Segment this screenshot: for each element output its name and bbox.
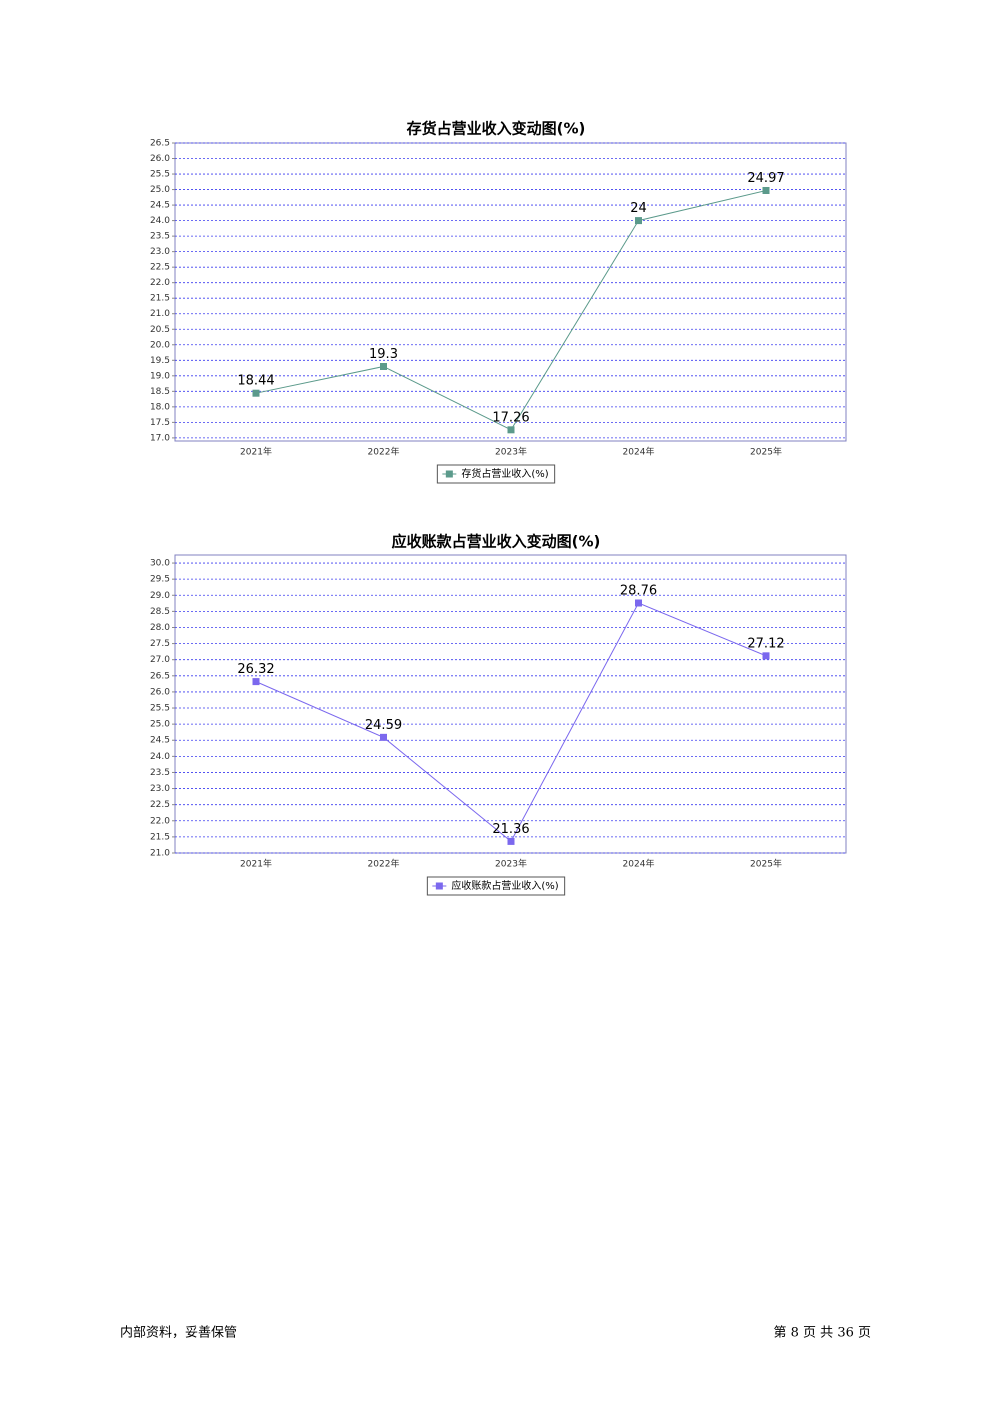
data-point: [762, 652, 770, 660]
y-tick-label: 28.0: [150, 623, 170, 633]
legend-label: 应收账款占营业收入(%): [451, 879, 558, 892]
y-tick-label: 21.0: [150, 849, 170, 859]
y-tick-label: 17.0: [150, 433, 170, 443]
y-tick-label: 29.5: [150, 575, 170, 585]
y-tick-label: 19.5: [150, 356, 170, 366]
y-tick-label: 22.5: [150, 263, 170, 273]
data-label: 17.26: [492, 410, 529, 425]
data-label: 19.3: [369, 347, 398, 362]
y-tick-label: 26.5: [150, 671, 170, 681]
data-label: 24: [630, 201, 647, 216]
footer-left: 内部资料，妥善保管: [120, 1325, 237, 1341]
data-point: [380, 363, 387, 370]
y-tick-label: 21.0: [150, 309, 170, 319]
data-point: [762, 186, 770, 194]
y-tick-label: 22.5: [150, 800, 170, 810]
y-tick-label: 25.5: [150, 704, 170, 714]
y-tick-label: 24.0: [150, 216, 170, 226]
x-tick-label: 2023年: [495, 446, 527, 458]
data-label: 27.12: [747, 636, 784, 651]
x-tick-label: 2025年: [750, 858, 782, 870]
data-label: 26.32: [237, 662, 274, 677]
legend-marker: [445, 470, 453, 478]
plot-area: [174, 142, 847, 442]
data-point: [252, 678, 260, 686]
legend-box: [436, 464, 556, 484]
legend-box: [426, 876, 566, 896]
y-tick-label: 30.0: [150, 559, 170, 569]
data-point: [252, 389, 260, 397]
y-tick-label: 26.5: [150, 139, 170, 149]
data-label: 21.36: [492, 822, 529, 837]
y-tick-label: 18.0: [150, 402, 170, 412]
x-tick-label: 2021年: [240, 858, 272, 870]
y-tick-label: 21.5: [150, 832, 170, 842]
y-tick-label: 24.5: [150, 201, 170, 211]
y-tick-label: 19.0: [150, 371, 170, 381]
y-tick-label: 18.5: [150, 387, 170, 397]
x-tick-label: 2021年: [240, 446, 272, 458]
y-tick-label: 22.0: [150, 278, 170, 288]
x-tick-label: 2024年: [623, 446, 655, 458]
y-tick-label: 28.5: [150, 607, 170, 617]
y-tick-label: 25.5: [150, 170, 170, 180]
chart-title: 存货占营业收入变动图(%): [407, 120, 586, 138]
y-tick-label: 23.0: [150, 784, 170, 794]
y-tick-label: 23.5: [150, 232, 170, 242]
data-point: [380, 733, 387, 741]
data-point: [507, 426, 515, 434]
x-tick-label: 2023年: [495, 858, 527, 870]
y-tick-label: 17.5: [150, 418, 170, 428]
data-point: [635, 599, 642, 607]
x-tick-label: 2024年: [623, 858, 655, 870]
y-tick-label: 20.5: [150, 325, 170, 335]
legend-label: 存货占营业收入(%): [461, 467, 548, 480]
data-label: 24.59: [365, 718, 402, 733]
data-point: [507, 837, 515, 845]
chart-title: 应收账款占营业收入变动图(%): [392, 533, 601, 551]
data-label: 24.97: [747, 171, 784, 186]
y-tick-label: 26.0: [150, 687, 170, 697]
x-tick-label: 2022年: [368, 446, 400, 458]
y-tick-label: 23.5: [150, 768, 170, 778]
y-tick-label: 27.5: [150, 639, 170, 649]
x-tick-label: 2025年: [750, 446, 782, 458]
data-label: 18.44: [237, 374, 274, 389]
y-tick-label: 24.5: [150, 736, 170, 746]
footer-right: 第 8 页 共 36 页: [774, 1326, 871, 1341]
y-tick-label: 24.0: [150, 752, 170, 762]
y-tick-label: 26.0: [150, 154, 170, 164]
y-tick-label: 21.5: [150, 294, 170, 304]
data-label: 28.76: [620, 584, 657, 599]
y-tick-label: 29.0: [150, 591, 170, 601]
y-tick-label: 25.0: [150, 720, 170, 730]
y-tick-label: 22.0: [150, 816, 170, 826]
x-tick-label: 2022年: [368, 858, 400, 870]
data-point: [635, 217, 642, 225]
legend-marker: [435, 882, 443, 890]
y-tick-label: 25.0: [150, 185, 170, 195]
y-tick-label: 23.0: [150, 247, 170, 257]
plot-area: [174, 554, 847, 854]
y-tick-label: 27.0: [150, 655, 170, 665]
y-tick-label: 20.0: [150, 340, 170, 350]
